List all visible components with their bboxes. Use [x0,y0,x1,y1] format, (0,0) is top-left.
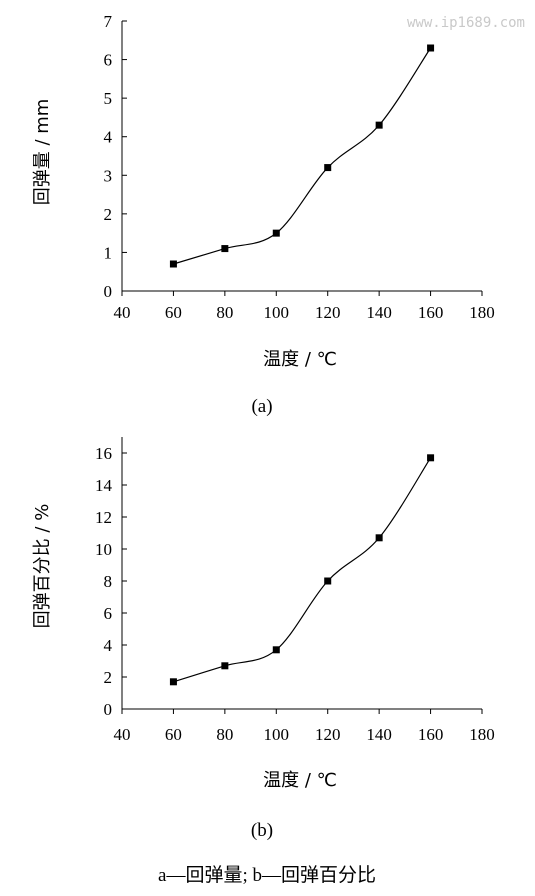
figure-caption: a—回弹量; b—回弹百分比 [158,864,376,886]
data-point-marker [169,260,177,268]
x-tick-label: 80 [216,725,233,744]
data-point-marker [272,646,280,654]
data-point-marker [375,121,383,129]
y-tick-label: 2 [104,668,113,687]
y-tick-label: 0 [104,282,113,301]
y-tick-label: 6 [104,51,113,70]
x-tick-label: 100 [264,725,290,744]
x-tick-label: 180 [469,303,495,322]
data-point-marker [375,534,383,542]
x-tick-label: 180 [469,725,495,744]
x-tick-label: 160 [418,725,444,744]
chart-panel-a: 0 1 2 3 4 5 6 7 40 60 80 100 120 140 160 180 温度 / ℃ 回弹量 /… [32,12,495,417]
x-tick-label: 60 [165,725,182,744]
data-point-marker [221,662,229,670]
x-tick-label: 100 [264,303,290,322]
y-tick-label: 4 [104,128,113,147]
y-tick-label: 5 [104,89,113,108]
y-tick-label: 4 [104,636,113,655]
y-tick-label: 7 [104,12,113,31]
x-axis-label: 温度 / ℃ [263,770,337,791]
x-tick-label: 140 [366,303,392,322]
panel-label: (b) [251,820,273,841]
x-tick-label: 40 [114,725,131,744]
chart-panel-b: 0 2 4 6 8 10 12 14 16 40 60 80 100 120 140 160 180 温度 / ℃… [32,437,495,841]
data-point-marker [221,245,229,253]
y-tick-label: 8 [104,572,113,591]
x-tick-label: 140 [366,725,392,744]
x-tick-label: 120 [315,303,341,322]
y-tick-label: 3 [104,166,113,185]
x-tick-label: 80 [216,303,233,322]
data-point-marker [427,44,435,52]
x-tick-label: 160 [418,303,444,322]
panel-label: (a) [251,396,272,417]
x-tick-label: 60 [165,303,182,322]
data-point-marker [169,678,177,686]
y-tick-label: 10 [95,540,112,559]
y-tick-label: 12 [95,508,112,527]
x-tick-label: 120 [315,725,341,744]
data-point-marker [324,164,332,172]
y-tick-label: 2 [104,205,113,224]
data-point-marker [427,454,435,462]
y-axis-label: 回弹量 / mm [32,99,53,206]
watermark: www.ip1689.com [407,15,525,31]
x-tick-label: 40 [114,303,131,322]
data-point-marker [324,577,332,585]
y-tick-label: 1 [104,243,113,262]
y-tick-label: 16 [95,444,112,463]
y-tick-label: 6 [104,604,113,623]
x-axis-label: 温度 / ℃ [263,349,337,370]
y-axis-label: 回弹百分比 / % [32,504,53,629]
y-tick-label: 0 [104,700,113,719]
series-line [173,47,432,265]
series-line [173,457,432,683]
data-point-marker [272,229,280,237]
y-tick-label: 14 [95,476,113,495]
